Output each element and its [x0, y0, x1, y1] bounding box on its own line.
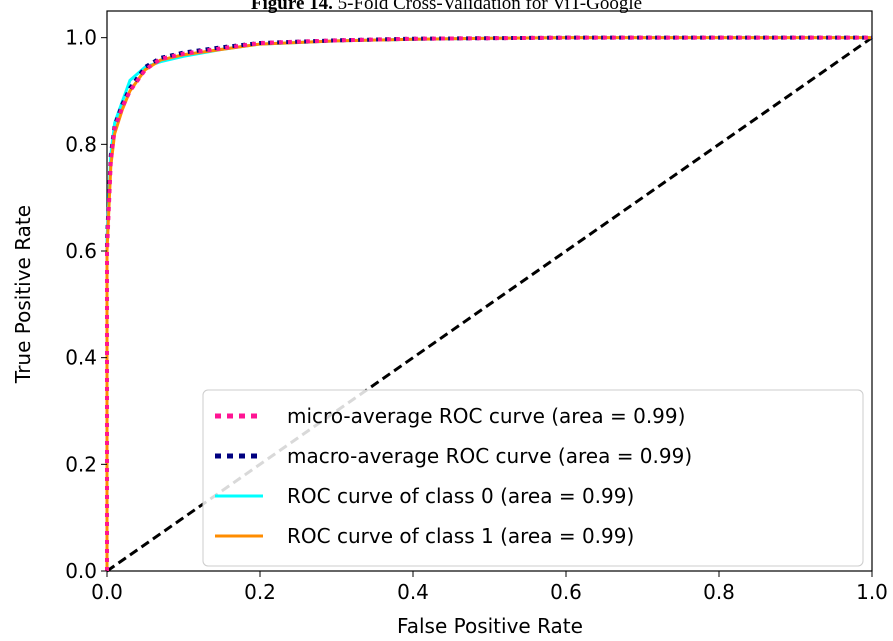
y-tick-label: 0.0 — [65, 559, 97, 583]
y-tick-label: 0.4 — [65, 346, 97, 370]
y-tick-label: 0.8 — [65, 132, 97, 156]
series-line-0 — [105, 35, 872, 571]
y-tick-label: 1.0 — [65, 26, 97, 50]
legend-label: ROC curve of class 1 (area = 0.99) — [287, 524, 634, 548]
y-axis-label: True Positive Rate — [11, 205, 35, 384]
x-tick-label: 0.2 — [244, 580, 276, 604]
y-tick-label: 0.2 — [65, 452, 97, 476]
x-axis-label: False Positive Rate — [397, 614, 583, 638]
y-tick-label: 0.6 — [65, 239, 97, 263]
legend-box — [202, 389, 864, 567]
x-tick-label: 0.8 — [703, 580, 735, 604]
series-layer — [105, 35, 873, 573]
ticks-layer: 0.0 0.2 0.4 0.6 0.8 1.0 0.0 0.2 0.4 0.6 0.8 1.0 — [65, 26, 888, 604]
legend-label: ROC curve of class 0 (area = 0.99) — [287, 484, 634, 508]
x-tick-label: 1.0 — [856, 580, 888, 604]
legend: micro-average ROC curve (area = 0.99) mac… — [202, 389, 864, 567]
legend-label: micro-average ROC curve (area = 0.99) — [287, 404, 685, 428]
x-tick-label: 0.0 — [91, 580, 123, 604]
x-tick-label: 0.4 — [397, 580, 429, 604]
legend-label: macro-average ROC curve (area = 0.99) — [287, 444, 692, 468]
x-tick-label: 0.6 — [550, 580, 582, 604]
